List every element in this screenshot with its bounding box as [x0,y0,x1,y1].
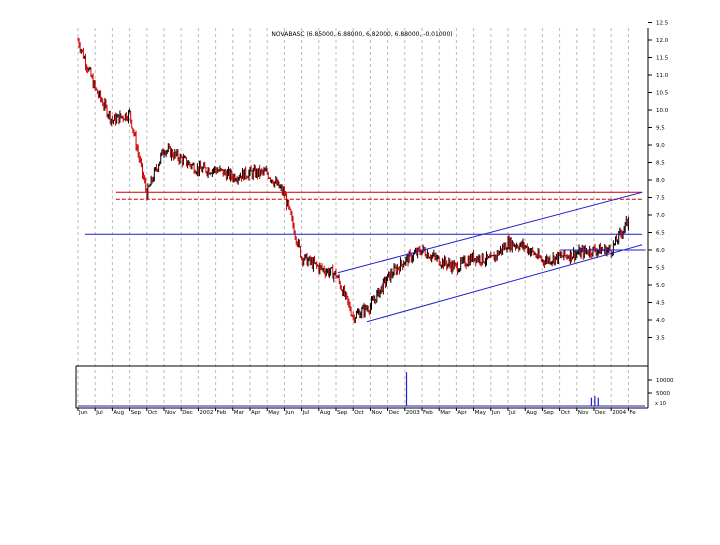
x-tick-label: Aug [320,410,331,416]
x-tick-label: Aug [526,410,537,416]
volume-bars [78,372,645,407]
y-tick-label: 6.0 [656,248,665,254]
x-tick-label: Jun [491,410,501,416]
x-tick-label: Jul [508,410,516,416]
x-tick-label: May [475,410,487,416]
x-tick-label: Sep [543,410,554,416]
x-ticks: Jun Jul Aug Sep Oct Nov Dec 2002 Feb Mar Apr May Jun… [77,408,636,416]
x-tick-label: Jul [302,410,310,416]
y-tick-label: 11.0 [656,73,669,79]
x-tick-label: Oct [561,410,571,416]
x-tick-label: Nov [578,410,589,416]
y-tick-label: 7.0 [656,213,665,219]
y-tick-label: 3.5 [656,336,665,342]
x-tick-label: Mar [440,410,451,416]
chart-title: NOVABASC (6.85000, 6.88000, 6.82000, 6.8… [271,31,452,38]
x-tick-label: 2003 [406,410,420,416]
y-tick-label: 9.0 [656,143,665,149]
x-tick-label: May [268,410,280,416]
x-tick-label: Dec [182,410,193,416]
y-tick-label: 9.5 [656,126,665,132]
x-tick-label: Dec [595,410,606,416]
x-tick-label: Jun [284,410,294,416]
y-ticks: 3.5 4.0 4.5 5.0 5.5 6.0 6.5 7.0 7.5 8.0 8.5 9.0 9.5 1… [648,21,674,397]
x-tick-label: Nov [371,410,382,416]
axes: NOVABASC (6.85000, 6.88000, 6.82000, 6.8… [75,28,666,409]
y-tick-label: 12.0 [656,38,669,44]
y-tick-label: 8.5 [656,161,665,167]
x-tick-label: Mar [234,410,245,416]
volume-unit-label: x 10 [655,401,666,407]
x-tick-label: Jun [78,410,88,416]
price-bars [77,37,629,324]
x-tick-label: Apr [251,410,261,416]
x-tick-label: Sep [337,410,348,416]
x-tick-label: Oct [354,410,364,416]
x-tick-label: Oct [148,410,158,416]
volume-tick-label: 5000 [656,391,670,397]
channel-trendline [366,244,643,323]
x-tick-label: Feb [217,410,227,416]
trendlines [84,191,646,323]
y-tick-label: 8.0 [656,178,665,184]
y-tick-label: 4.5 [656,301,665,307]
y-tick-label: 4.0 [656,318,665,324]
x-tick-label: 2002 [199,410,213,416]
x-tick-label: Jul [95,410,103,416]
x-tick-label: Aug [113,410,124,416]
x-tick-label: Nov [165,410,176,416]
y-tick-label: 12.5 [656,21,669,27]
x-tick-label: Feb [423,410,433,416]
x-tick-label: Fe [629,410,636,416]
y-tick-label: 10.0 [656,108,669,114]
x-tick-label: Apr [457,410,467,416]
y-tick-label: 5.5 [656,266,665,272]
x-tick-label: Dec [389,410,400,416]
y-tick-label: 6.5 [656,231,665,237]
y-tick-label: 5.0 [656,283,665,289]
y-tick-label: 10.5 [656,91,669,97]
x-tick-label: Sep [131,410,142,416]
channel-trendline [337,191,643,274]
y-tick-label: 7.5 [656,196,665,202]
y-tick-label: 11.5 [656,56,669,62]
volume-tick-label: 10000 [656,378,674,384]
x-tick-label: 2004 [612,410,626,416]
